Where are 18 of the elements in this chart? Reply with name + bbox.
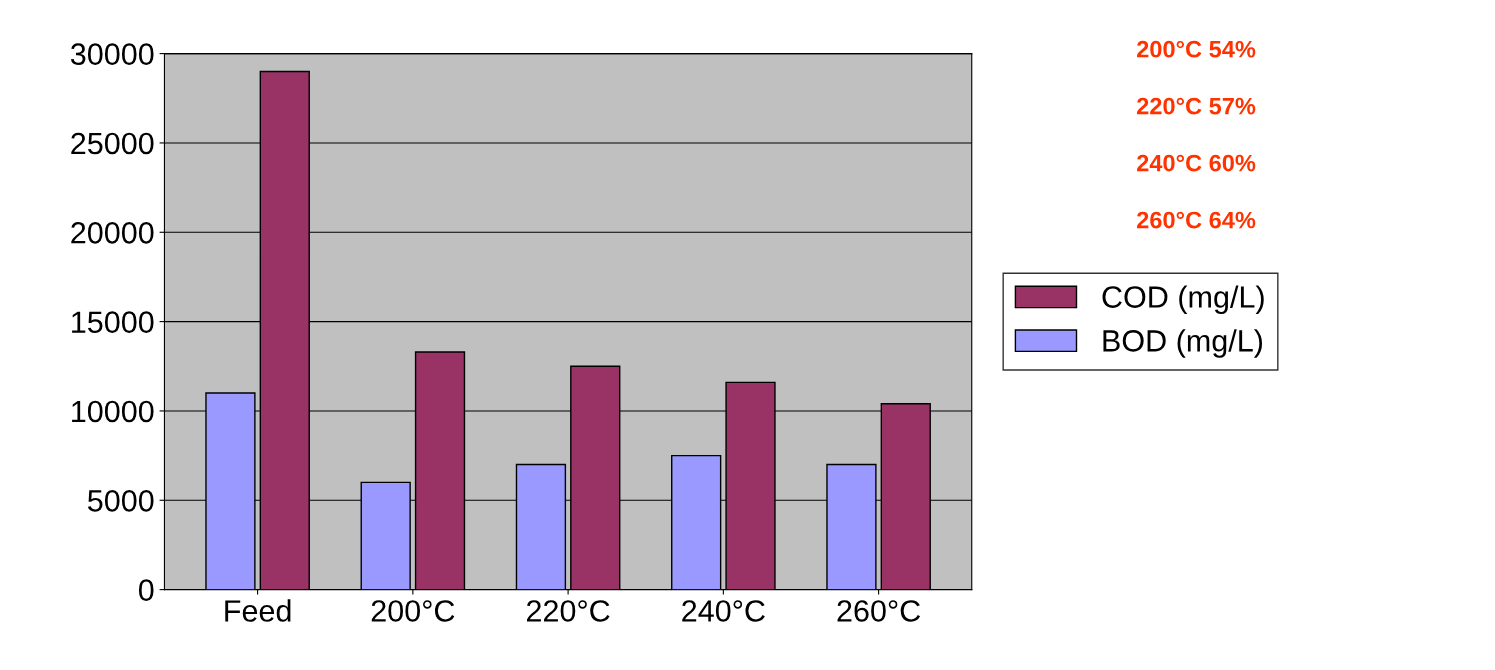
- text: 240°C 60%: [1137, 154, 1256, 172]
- text: 220°C 57%: [1137, 97, 1256, 115]
- y-tick-label: 0: [138, 579, 154, 601]
- y-tick-label: 15000: [72, 311, 154, 333]
- legend-label: COD (mg/L): [1102, 285, 1264, 314]
- y-tick-label: 5000: [87, 490, 154, 512]
- y-tick-label: 10000: [72, 400, 154, 423]
- x-tick-label: Feed: [225, 599, 291, 622]
- x-tick-label: 200°C: [371, 600, 455, 622]
- x-tick-label: 260°C: [837, 600, 921, 622]
- text: 200°C 54%: [1137, 40, 1256, 58]
- y-tick-label: 30000: [70, 43, 154, 65]
- legend-label: BOD (mg/L): [1103, 329, 1263, 358]
- text: 260°C 64%: [1137, 211, 1256, 229]
- x-tick-label: 240°C: [682, 600, 765, 622]
- x-tick-label: 220°C: [527, 600, 610, 622]
- y-tick-label: 25000: [71, 132, 154, 155]
- y-tick-label: 20000: [71, 222, 154, 244]
